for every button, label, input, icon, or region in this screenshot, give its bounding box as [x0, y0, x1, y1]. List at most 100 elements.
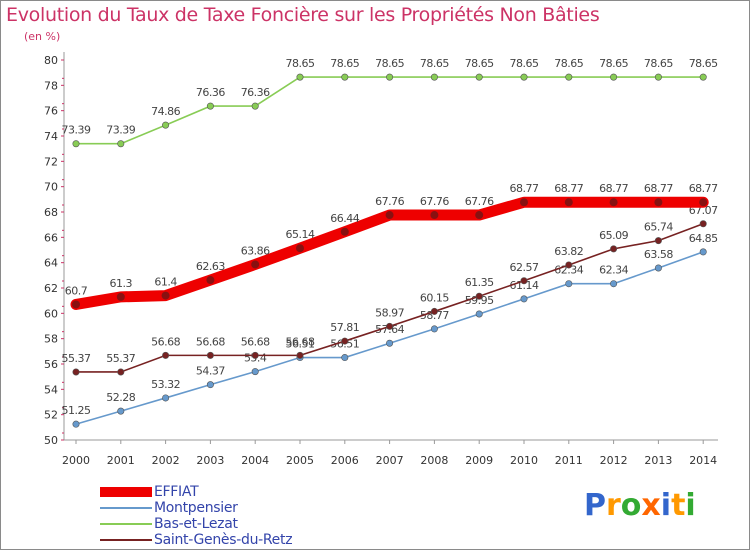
data-point [206, 351, 214, 359]
data-point [430, 73, 438, 81]
data-label: 78.65 [554, 57, 583, 70]
data-point [340, 227, 349, 236]
data-point [72, 300, 80, 309]
data-point [475, 211, 484, 220]
logo-letter: t [671, 488, 686, 523]
data-point [699, 248, 707, 256]
data-label: 78.65 [599, 57, 628, 70]
data-label: 56.68 [196, 335, 225, 348]
data-label: 67.76 [375, 195, 404, 208]
data-point [341, 73, 349, 81]
legend-label: Montpensier [154, 500, 238, 516]
data-point [699, 198, 708, 207]
data-point [206, 276, 215, 285]
data-label: 55.37 [62, 352, 91, 365]
data-point [699, 220, 707, 228]
data-point [610, 245, 618, 253]
y-tick-label: 80 [44, 54, 58, 67]
y-tick-label: 62 [44, 282, 58, 295]
data-point [475, 292, 483, 300]
data-label: 56.51 [286, 338, 315, 351]
y-tick-label: 56 [44, 358, 58, 371]
data-label: 78.65 [330, 57, 359, 70]
legend-label: Bas-et-Lezat [154, 516, 238, 532]
legend-item: EFFIAT [100, 484, 199, 500]
data-label: 52.28 [106, 391, 135, 404]
data-point [251, 351, 259, 359]
data-label: 68.77 [599, 182, 628, 195]
x-tick-label: 2014 [689, 454, 717, 467]
data-label: 60.7 [65, 284, 88, 297]
data-point [520, 295, 528, 303]
legend-swatch [100, 539, 152, 541]
x-tick-label: 2013 [644, 454, 672, 467]
data-point [654, 237, 662, 245]
data-label: 63.82 [554, 245, 583, 258]
data-point [251, 102, 259, 110]
logo-letter: x [641, 488, 661, 523]
data-label: 63.86 [241, 244, 270, 257]
y-tick-label: 52 [44, 409, 58, 422]
y-tick-label: 74 [44, 130, 58, 143]
data-point [565, 73, 573, 81]
data-point [117, 407, 125, 415]
data-label: 55.37 [106, 352, 135, 365]
data-point [296, 73, 304, 81]
data-point [520, 198, 528, 207]
data-point [162, 394, 170, 402]
data-label: 56.68 [151, 335, 180, 348]
legend-label: Saint-Genès-du-Retz [154, 532, 293, 548]
data-label: 63.58 [644, 248, 673, 261]
data-label: 78.65 [286, 57, 315, 70]
data-label: 62.57 [510, 261, 539, 274]
y-tick-label: 64 [44, 257, 58, 270]
data-point [206, 102, 214, 110]
data-point [610, 280, 618, 288]
data-label: 66.44 [330, 212, 359, 225]
x-tick-label: 2003 [196, 454, 224, 467]
data-label: 61.4 [154, 276, 177, 289]
data-point [699, 73, 707, 81]
data-label: 51.25 [62, 404, 91, 417]
data-point [430, 307, 438, 315]
x-tick-label: 2007 [376, 454, 404, 467]
data-label: 78.65 [375, 57, 404, 70]
y-tick-label: 54 [44, 383, 58, 396]
data-point [341, 354, 349, 362]
data-point [475, 310, 483, 318]
data-point [654, 198, 663, 207]
x-tick-label: 2005 [286, 454, 314, 467]
data-label: 62.63 [196, 260, 225, 273]
data-label: 73.39 [62, 124, 91, 137]
logo-letter: o [620, 488, 642, 523]
y-tick-label: 78 [44, 79, 58, 92]
x-tick-label: 2001 [107, 454, 135, 467]
x-tick-label: 2000 [62, 454, 90, 467]
data-point [475, 73, 483, 81]
data-label: 60.15 [420, 291, 449, 304]
data-label: 78.65 [420, 57, 449, 70]
data-label: 68.77 [644, 182, 673, 195]
unit-label: (en %) [24, 30, 61, 43]
y-tick-label: 68 [44, 206, 58, 219]
legend-item: Montpensier [100, 500, 238, 516]
data-point [386, 73, 394, 81]
legend-label: EFFIAT [154, 484, 199, 500]
y-tick-label: 50 [44, 434, 58, 447]
data-label: 56.68 [286, 335, 315, 348]
data-point [72, 420, 80, 428]
x-tick-label: 2008 [420, 454, 448, 467]
data-label: 76.36 [241, 86, 270, 99]
data-point [565, 261, 573, 269]
data-label: 61.3 [110, 277, 133, 290]
x-tick-label: 2012 [600, 454, 628, 467]
data-label: 65.14 [286, 228, 315, 241]
data-point [251, 260, 260, 269]
data-label: 54.37 [196, 365, 225, 378]
data-point [341, 337, 349, 345]
legend-swatch [100, 523, 152, 525]
proxiti-logo: Proxiti [584, 488, 696, 523]
data-point [386, 339, 394, 347]
